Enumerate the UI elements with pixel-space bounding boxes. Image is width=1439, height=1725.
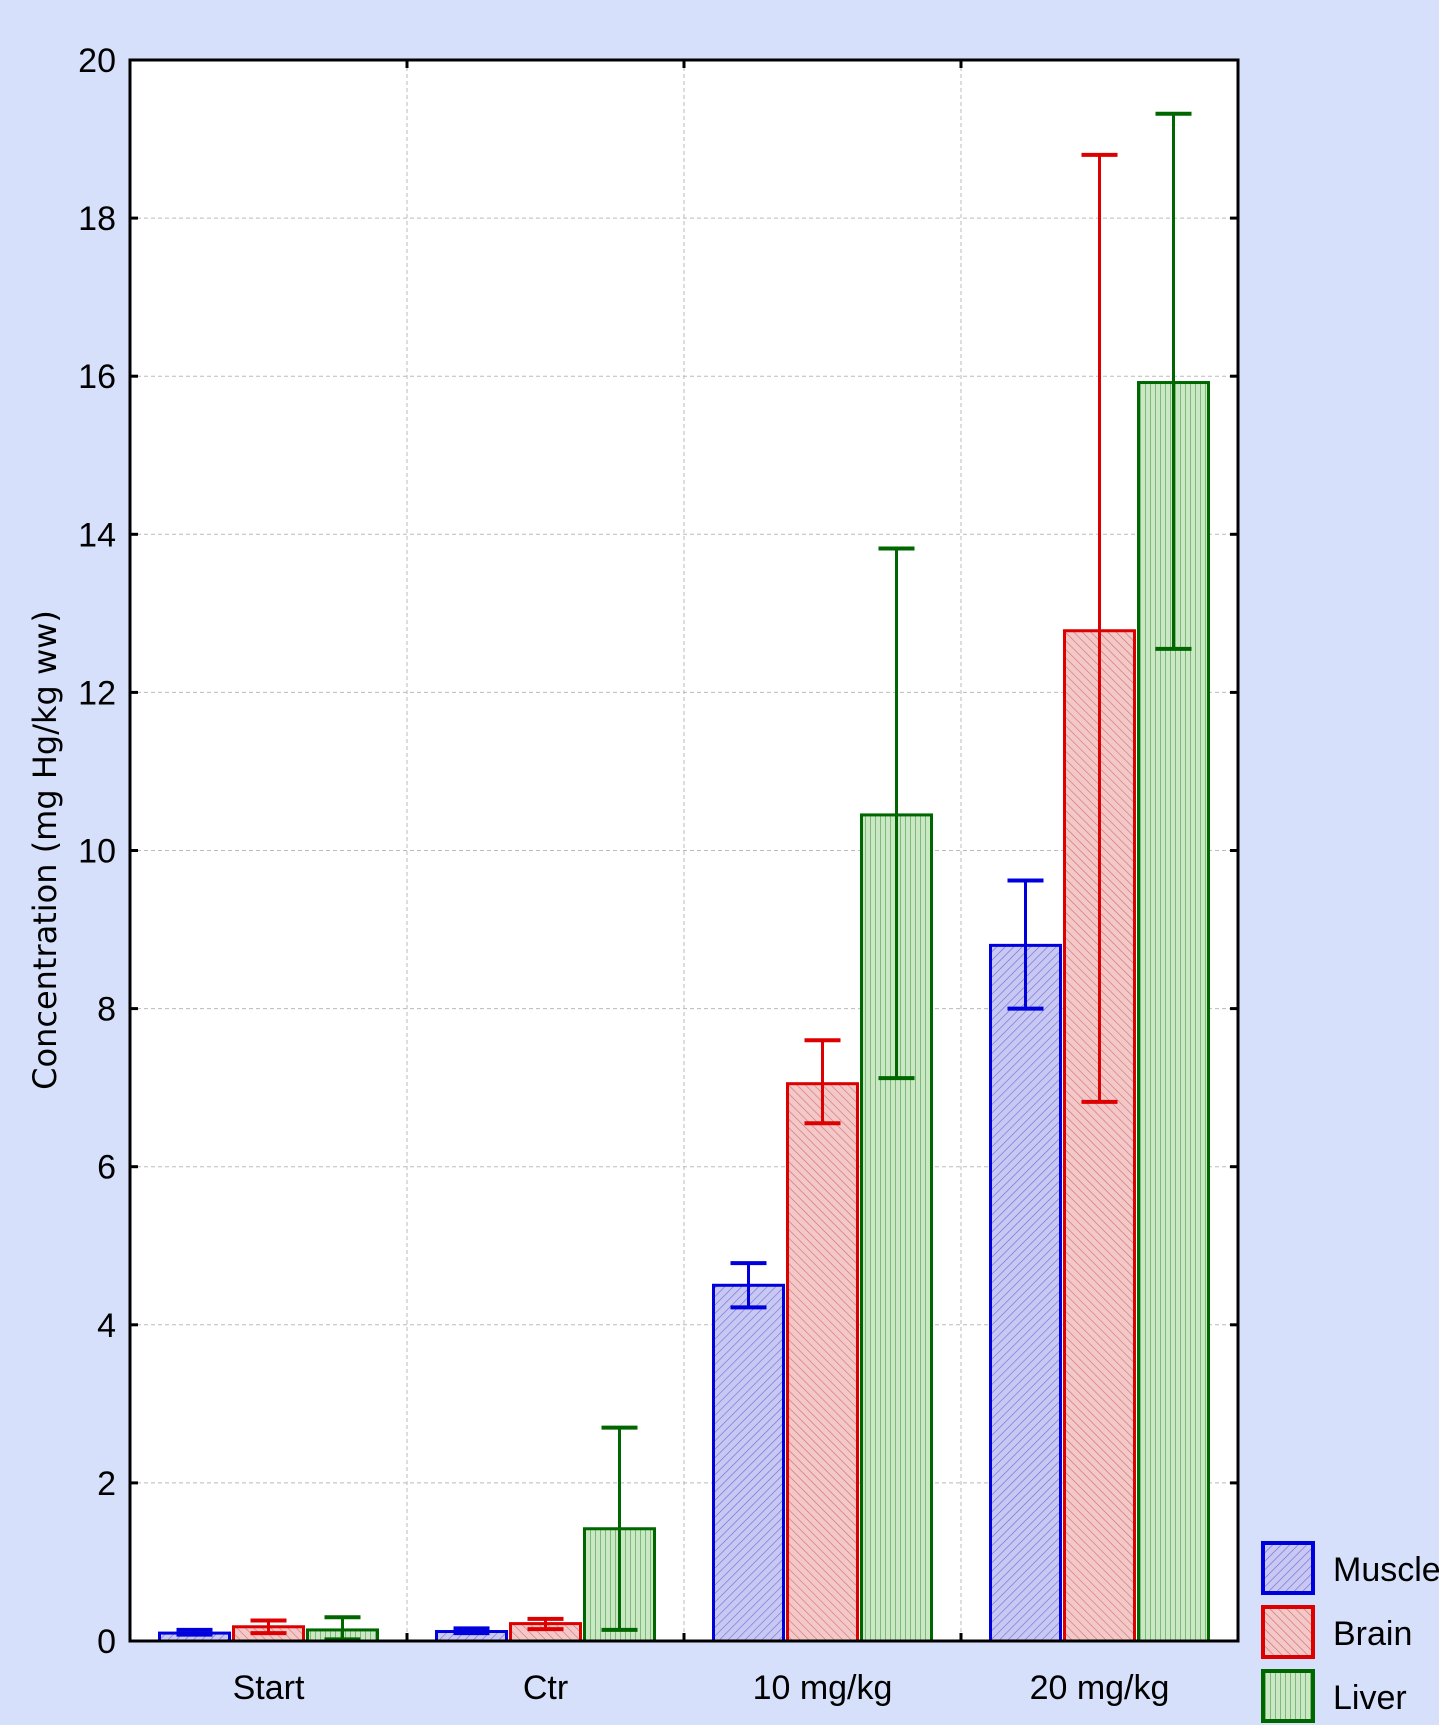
y-tick-label: 16 bbox=[78, 358, 116, 396]
y-tick-label: 18 bbox=[78, 200, 116, 238]
error-bars bbox=[176, 111, 1192, 1642]
x-tick-label: Ctr bbox=[523, 1669, 568, 1707]
x-tick-label: 20 mg/kg bbox=[1030, 1669, 1170, 1707]
legend: Muscle Brain Liver bbox=[1261, 1541, 1439, 1723]
legend-label-liver: Liver bbox=[1333, 1679, 1407, 1717]
y-tick-label: 12 bbox=[78, 674, 116, 712]
y-axis: 0 2 4 6 8 10 12 14 16 18 20 bbox=[78, 42, 1238, 1661]
y-tick-label: 20 bbox=[78, 42, 116, 80]
legend-swatch-brain bbox=[1261, 1605, 1315, 1659]
bar-muscle bbox=[712, 1283, 785, 1643]
bar-muscle bbox=[989, 943, 1062, 1643]
y-tick-label: 10 bbox=[78, 833, 116, 871]
y-tick-label: 6 bbox=[97, 1149, 116, 1187]
x-tick-label: Start bbox=[233, 1669, 305, 1707]
y-tick-label: 0 bbox=[97, 1623, 116, 1661]
y-tick-label: 4 bbox=[97, 1307, 116, 1345]
y-tick-label: 2 bbox=[97, 1465, 116, 1503]
legend-label-muscle: Muscle bbox=[1333, 1551, 1439, 1589]
legend-swatch-muscle bbox=[1261, 1541, 1315, 1595]
legend-label-brain: Brain bbox=[1333, 1615, 1412, 1653]
y-axis-title: Concentration (mg Hg/kg ww) bbox=[26, 610, 64, 1090]
x-axis: Start Ctr 10 mg/kg 20 mg/kg bbox=[233, 60, 1170, 1707]
y-tick-label: 8 bbox=[97, 991, 116, 1029]
bar-brain bbox=[786, 1082, 859, 1643]
legend-swatch-liver bbox=[1261, 1669, 1315, 1723]
x-tick-label: 10 mg/kg bbox=[753, 1669, 893, 1707]
y-tick-label: 14 bbox=[78, 516, 116, 554]
gridlines bbox=[130, 60, 1238, 1641]
